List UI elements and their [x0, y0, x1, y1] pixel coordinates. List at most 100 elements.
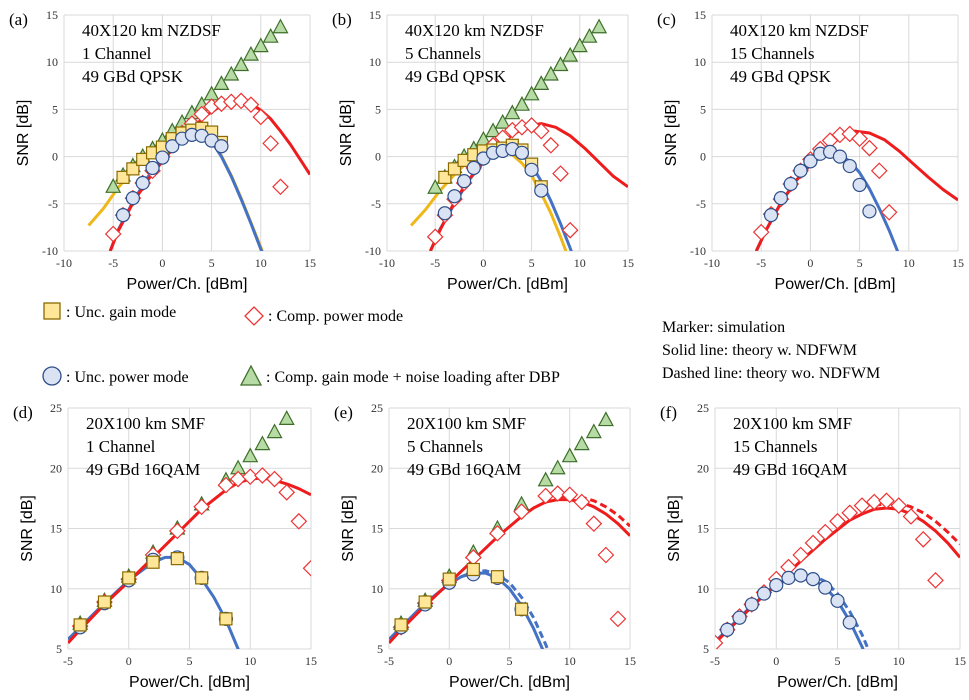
x-axis-label: Power/Ch. [dBm]	[777, 674, 898, 691]
marker-diamond	[262, 135, 279, 152]
marker-triangle	[573, 435, 590, 451]
marker-diamond	[254, 467, 271, 484]
x-tick-label: 10	[903, 256, 915, 270]
marker-circle	[842, 615, 857, 630]
marker-diamond	[169, 522, 186, 540]
marker-diamond	[552, 165, 569, 182]
panel-annotation-line: 40X120 km NZDSF	[730, 21, 869, 40]
y-tick-label: -10	[690, 244, 706, 258]
marker-triangle	[266, 423, 283, 439]
marker-diamond	[865, 493, 883, 511]
x-axis-label: Power/Ch. [dBm]	[449, 674, 570, 691]
charts: -10 -5 0 5 10 15 -10 -5 0 5 10 15 (a) 40X120 km NZDSF…	[9, 8, 966, 691]
marker-circle	[115, 208, 131, 223]
marker-triangle	[213, 75, 230, 91]
marker-diamond	[841, 504, 859, 522]
series-line-blue-solid	[389, 571, 545, 649]
marker-square	[170, 552, 184, 566]
y-tick-label: 15	[50, 522, 62, 536]
marker-triangle	[254, 435, 271, 451]
marker-circle	[803, 154, 818, 169]
marker-square	[136, 152, 150, 167]
marker-diamond	[927, 571, 944, 589]
legend-square-marker	[43, 302, 61, 320]
y-tick-label: 25	[371, 401, 383, 415]
panel-annotation-line: 49 GBd QPSK	[82, 67, 184, 86]
marker-circle	[781, 570, 796, 586]
marker-diamond	[302, 559, 311, 577]
panel-label: (d)	[13, 403, 33, 422]
note-solid: Solid line: theory w. NDFWM	[662, 342, 857, 359]
marker-circle	[165, 139, 180, 154]
marker-circle	[457, 174, 472, 189]
marker-square	[146, 555, 160, 569]
x-tick-label: 10	[893, 654, 905, 668]
marker-triangle	[591, 18, 608, 34]
marker-diamond	[266, 470, 283, 488]
marker-triangle	[242, 45, 259, 61]
x-tick-label: 5	[507, 654, 513, 668]
y-tick-label: -5	[696, 197, 706, 211]
marker-circle	[852, 177, 867, 193]
panel-annotation-line: 49 GBd 16QAM	[86, 460, 200, 479]
marker-diamond	[252, 108, 270, 126]
chart-panel-f: -5 0 5 10 15 5 10 15 20 25 (f) 20X100 km SMF 15 Chan…	[660, 401, 966, 691]
y-tick-label: 5	[56, 642, 62, 656]
marker-triangle	[585, 423, 602, 439]
marker-circle	[793, 163, 808, 178]
x-tick-label: 10	[564, 654, 576, 668]
x-tick-label: 5	[187, 654, 193, 668]
marker-triangle	[427, 178, 444, 194]
x-tick-label: -5	[63, 654, 73, 668]
marker-diamond	[561, 221, 579, 239]
x-tick-label: 15	[622, 256, 634, 270]
marker-diamond	[532, 122, 550, 140]
marker-diamond	[104, 225, 122, 243]
x-tick-label: 5	[209, 256, 215, 270]
chart-panel-d: -5 0 5 10 15 5 10 15 20 25 (d) 20X100 km SMF 1 Chann…	[13, 401, 317, 691]
marker-diamond	[851, 130, 868, 148]
marker-diamond	[489, 524, 506, 542]
marker-triangle	[494, 113, 511, 129]
panel-annotation-line: 40X120 km NZDSF	[405, 21, 544, 40]
marker-diamond	[241, 468, 259, 486]
marker-circle	[862, 204, 877, 219]
marker-circle	[773, 191, 788, 206]
marker-circle	[732, 610, 747, 625]
marker-triangle	[561, 447, 578, 463]
marker-circle	[514, 145, 530, 160]
x-tick-label: 10	[574, 256, 586, 270]
x-tick-label: 0	[159, 256, 165, 270]
legend-comp-gain: : Comp. gain mode + noise loading after …	[266, 369, 560, 386]
legend-comp-power: : Comp. power mode	[268, 308, 403, 325]
chart-panel-b: -10 -5 0 5 10 15 -10 -5 0 5 10 15 (b) 40X120 km NZDSF…	[332, 8, 634, 293]
legend-triangle-marker	[239, 364, 263, 386]
marker-triangle	[571, 37, 588, 53]
marker-diamond	[290, 512, 308, 530]
marker-square	[73, 618, 87, 632]
marker-circle	[763, 208, 779, 223]
y-tick-label: -5	[371, 197, 381, 211]
y-tick-label: -5	[48, 197, 58, 211]
y-tick-label: 5	[703, 642, 709, 656]
marker-diamond	[804, 534, 822, 552]
simulation-markers	[426, 18, 608, 246]
marker-square	[466, 562, 480, 577]
marker-circle	[793, 568, 808, 583]
x-axis-label: Power/Ch. [dBm]	[775, 276, 896, 293]
marker-diamond	[829, 512, 846, 530]
marker-square	[514, 602, 529, 616]
legend-unc-power: : Unc. power mode	[66, 369, 189, 386]
panel-annotation-line: 15 Channels	[733, 437, 818, 456]
x-tick-label: 5	[835, 654, 841, 668]
series-line-red-solid	[108, 99, 310, 251]
marker-circle	[830, 593, 845, 608]
note-marker: Marker: simulation	[662, 319, 785, 336]
marker-diamond	[278, 484, 296, 501]
y-tick-label: 10	[697, 582, 709, 596]
marker-diamond	[426, 228, 444, 246]
panel-annotation-line: 5 Channels	[407, 437, 483, 456]
x-axis-label: Power/Ch. [dBm]	[127, 276, 248, 293]
marker-diamond	[193, 105, 211, 123]
marker-circle	[534, 183, 549, 198]
